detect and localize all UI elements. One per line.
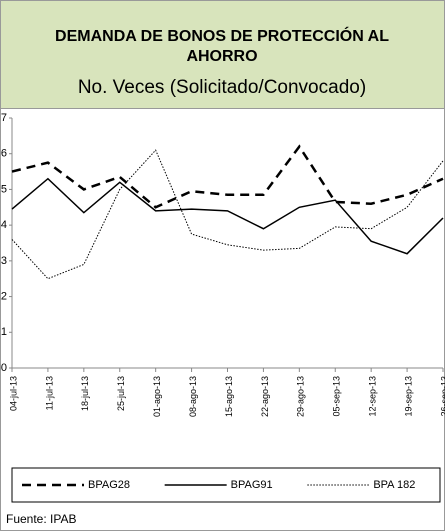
chart-title: DEMANDA DE BONOS DE PROTECCIÓN AL AHORRO [55, 26, 389, 65]
legend-label: BPAG91 [231, 479, 273, 491]
x-tick-label: 05-sep-13 [332, 376, 342, 417]
x-tick-label: 19-sep-13 [403, 376, 413, 417]
y-tick-label: 3 [1, 255, 7, 267]
source: Fuente: IPAB [6, 512, 76, 526]
x-tick-label: 15-ago-13 [224, 376, 234, 417]
series-line [11, 144, 444, 209]
x-tick-label: 08-ago-13 [188, 376, 198, 417]
series-line [11, 177, 444, 255]
y-tick-label: 2 [1, 290, 7, 302]
x-tick-label: 29-ago-13 [296, 376, 306, 417]
x-tick-label: 26-sep-13 [439, 376, 445, 417]
y-tick-label: 5 [1, 183, 7, 195]
y-tick-label: 1 [1, 326, 7, 338]
y-tick-label: 7 [1, 112, 7, 124]
legend-label: BPA 182 [373, 479, 415, 491]
x-tick-label: 01-ago-13 [152, 376, 162, 417]
y-tick-label: 0 [1, 362, 7, 374]
y-tick-label: 6 [1, 148, 7, 160]
x-tick-label: 11-jul-13 [44, 376, 54, 410]
y-tick-label: 4 [1, 219, 7, 231]
legend-label: BPAG28 [88, 479, 130, 491]
series-line [11, 149, 444, 280]
x-tick-label: 04-jul-13 [8, 376, 18, 411]
chart-subtitle: No. Veces (Solicitado/Convocado) [78, 77, 366, 98]
x-tick-label: 25-jul-13 [116, 376, 126, 411]
x-tick-label: 18-jul-13 [80, 376, 90, 411]
title-box [0, 0, 445, 109]
x-tick-label: 22-ago-13 [260, 376, 270, 417]
x-tick-label: 12-sep-13 [368, 376, 378, 417]
